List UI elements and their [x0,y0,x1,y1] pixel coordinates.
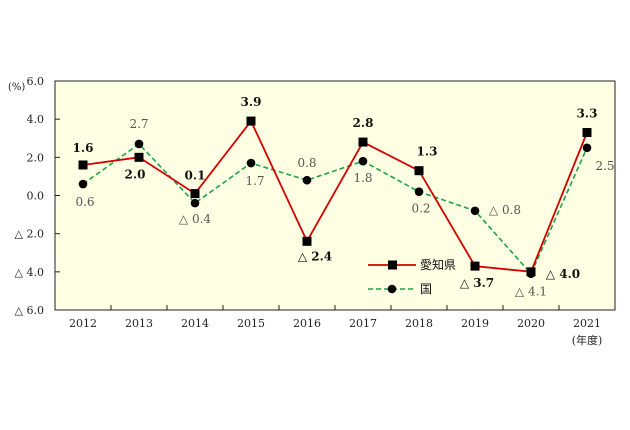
legend-aichi-marker [388,260,397,270]
x-tick-label: 2015 [237,317,265,330]
aichi-data-label: 2.8 [353,116,374,130]
legend-national-marker [387,284,397,294]
aichi-point [190,189,200,199]
aichi-point [358,137,368,147]
axes: (%) 6.0 4.0 2.0 0.0 △ 2.0 △ 4.0 △ 6.0 2012 2013 20… [8,75,616,347]
aichi-point [246,116,256,126]
x-tick-label: 2019 [461,317,489,330]
legend-aichi-label: 愛知県 [420,258,456,272]
y-tick-label: △ 2.0 [15,228,44,241]
aichi-data-label: 1.6 [73,141,94,155]
national-point [302,175,312,185]
national-data-label: △ 0.8 [489,203,521,217]
national-data-label: △ 4.1 [515,285,547,299]
aichi-data-label: 0.1 [185,169,206,183]
national-data-label: △ 0.4 [179,212,211,226]
national-data-label: 0.6 [75,195,94,209]
y-tick-label: 2.0 [27,151,45,164]
aichi-point [134,152,144,162]
x-tick-label: 2021 [573,317,601,330]
aichi-data-label: △ 3.7 [460,276,494,290]
x-tick-label: 2014 [181,317,209,330]
x-tick-label: 2020 [517,317,545,330]
aichi-point [526,267,536,277]
y-unit-label: (%) [8,82,25,93]
national-data-label: 2.5 [595,159,614,173]
national-data-label: 0.8 [297,156,316,170]
aichi-data-label: 2.0 [125,167,146,181]
aichi-point [582,128,592,138]
national-point [414,187,424,196]
national-point [246,158,256,168]
national-point [134,139,144,149]
y-tick-label: 4.0 [27,113,45,126]
aichi-data-label: △ 4.0 [546,267,580,281]
y-tick-label: 6.0 [27,75,45,88]
x-tick-label: 2013 [125,317,153,330]
aichi-series-line [82,119,588,273]
national-point [78,179,88,189]
national-data-label: 2.7 [129,117,148,131]
aichi-point [78,160,88,170]
national-point [358,156,368,166]
national-data-label: 0.2 [411,202,430,216]
aichi-data-label: 1.3 [417,145,438,159]
aichi-point [302,236,312,246]
aichi-data-label: 3.3 [577,107,598,121]
aichi-data-label: 3.9 [241,95,262,109]
national-data-label: 1.8 [353,171,372,185]
national-data-label: 1.7 [245,174,264,188]
x-tick-label: 2016 [293,317,321,330]
legend-national-label: 国 [420,282,432,296]
series-layer [78,116,592,279]
national-point [582,143,592,153]
x-tick-label: 2017 [349,317,377,330]
y-tick-label: △ 4.0 [15,266,44,279]
data-labels: 0.6 2.7 △ 0.4 1.7 0.8 1.8 0.2 △ 0.8 △ 4.1 2.5 1.6 2… [73,95,615,299]
x-tick-label: 2018 [405,317,433,330]
x-tick-label: 2012 [69,317,97,330]
y-tick-label: 0.0 [27,190,45,203]
aichi-point [414,166,424,176]
aichi-point [470,261,480,271]
y-tick-label: △ 6.0 [15,304,44,317]
x-axis-suffix: (年度) [572,333,603,347]
national-point [190,198,200,208]
national-series-line [82,142,588,276]
national-point [470,206,480,216]
aichi-data-label: △ 2.4 [298,249,332,263]
plot-area [54,80,616,311]
